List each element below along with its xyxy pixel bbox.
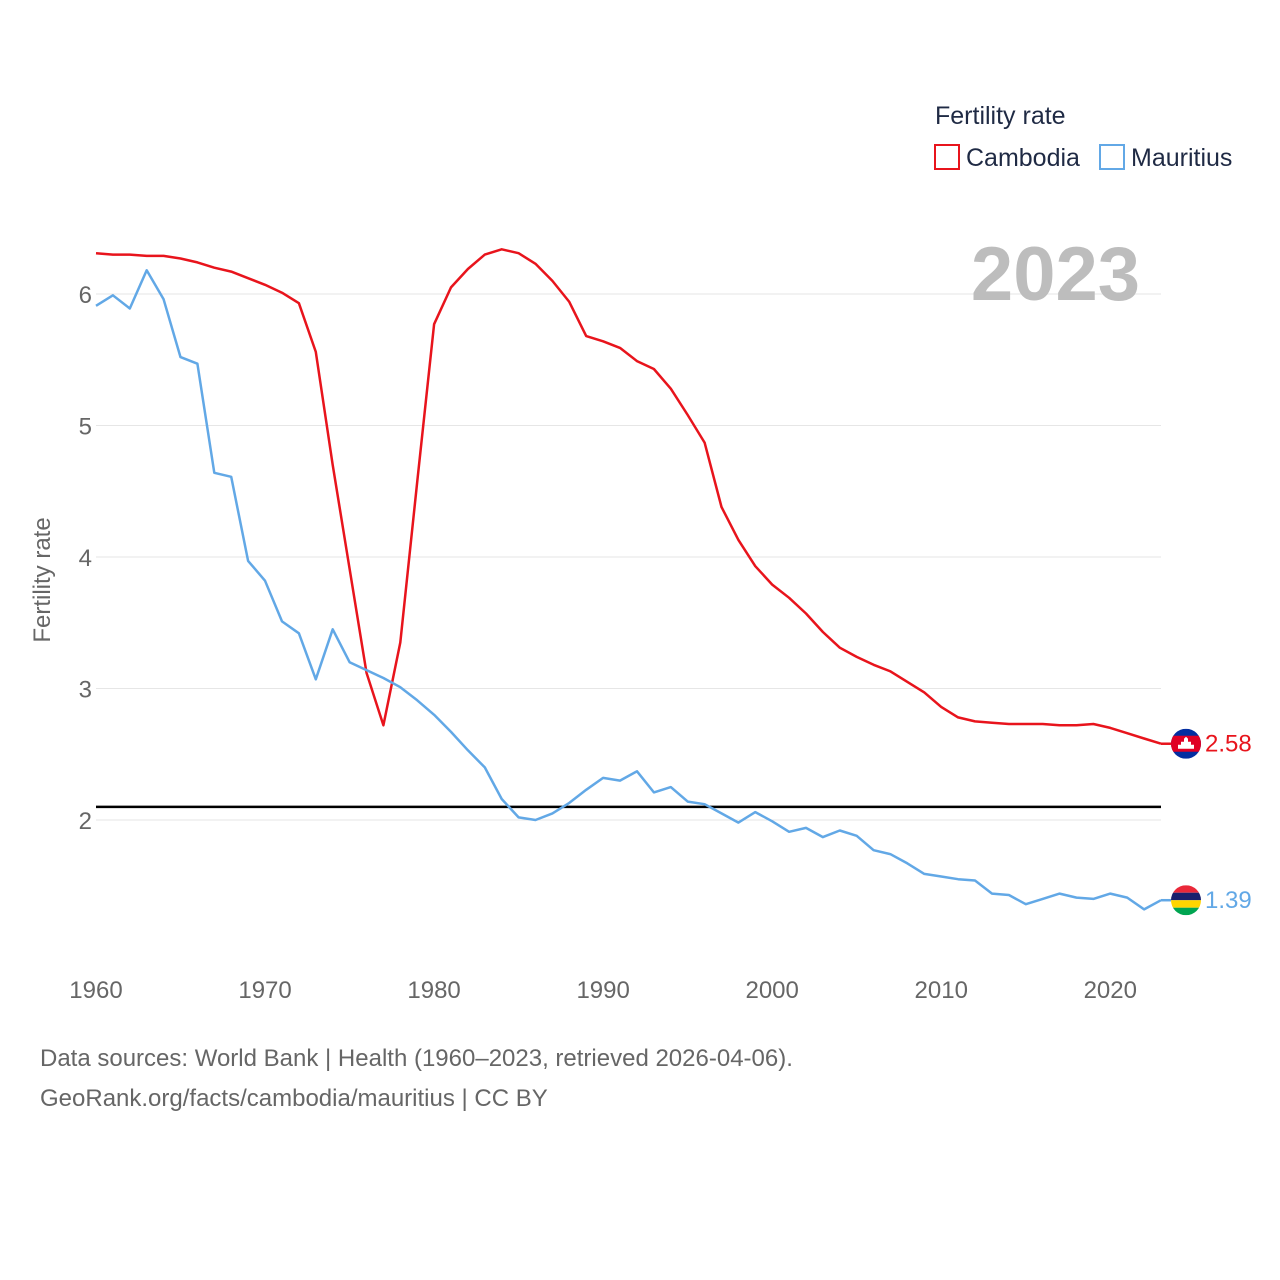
- y-tick-label: 2: [79, 808, 92, 835]
- legend-swatch-cambodia: [934, 144, 960, 170]
- y-tick-label: 4: [79, 545, 92, 572]
- legend: Fertility rate Cambodia Mauritius: [934, 102, 1232, 172]
- legend-label-cambodia: Cambodia: [966, 144, 1080, 172]
- legend-swatch-mauritius: [1099, 144, 1125, 170]
- x-tick-label: 2010: [915, 977, 968, 1004]
- x-tick-label: 1970: [238, 977, 291, 1004]
- cambodia-flag-icon: [1171, 728, 1201, 759]
- legend-item-mauritius[interactable]: Mauritius: [1099, 144, 1232, 172]
- y-tick-label: 6: [79, 282, 92, 309]
- grid-lines: [96, 293, 1161, 821]
- series-lines: [95, 248, 1171, 911]
- mauritius-flag-icon: [1171, 885, 1201, 916]
- y-axis-ticks: 2 3 4 5 6: [79, 282, 92, 835]
- legend-label-mauritius: Mauritius: [1131, 144, 1232, 172]
- x-tick-label: 1990: [576, 977, 629, 1004]
- year-label: 2023: [971, 232, 1140, 317]
- footer-attribution: GeoRank.org/facts/cambodia/mauritius | C…: [40, 1085, 548, 1112]
- x-tick-label: 1980: [407, 977, 460, 1004]
- end-value-label-mauritius: 1.39: [1205, 887, 1252, 914]
- footer-sources: Data sources: World Bank | Health (1960–…: [40, 1045, 793, 1072]
- series-line-mauritius[interactable]: [95, 269, 1162, 911]
- series-line-cambodia[interactable]: [95, 248, 1162, 745]
- legend-item-cambodia[interactable]: Cambodia: [934, 144, 1080, 172]
- y-tick-label: 3: [79, 677, 92, 704]
- x-tick-label: 1960: [69, 977, 122, 1004]
- end-value-label-cambodia: 2.58: [1205, 731, 1252, 758]
- x-tick-label: 2020: [1084, 977, 1137, 1004]
- x-axis-ticks: 1960 1970 1980 1990 2000 2010 2020: [69, 977, 1137, 1004]
- legend-title: Fertility rate: [935, 102, 1066, 130]
- x-tick-label: 2000: [745, 977, 798, 1004]
- y-tick-label: 5: [79, 414, 92, 441]
- y-axis-title: Fertility rate: [29, 517, 56, 642]
